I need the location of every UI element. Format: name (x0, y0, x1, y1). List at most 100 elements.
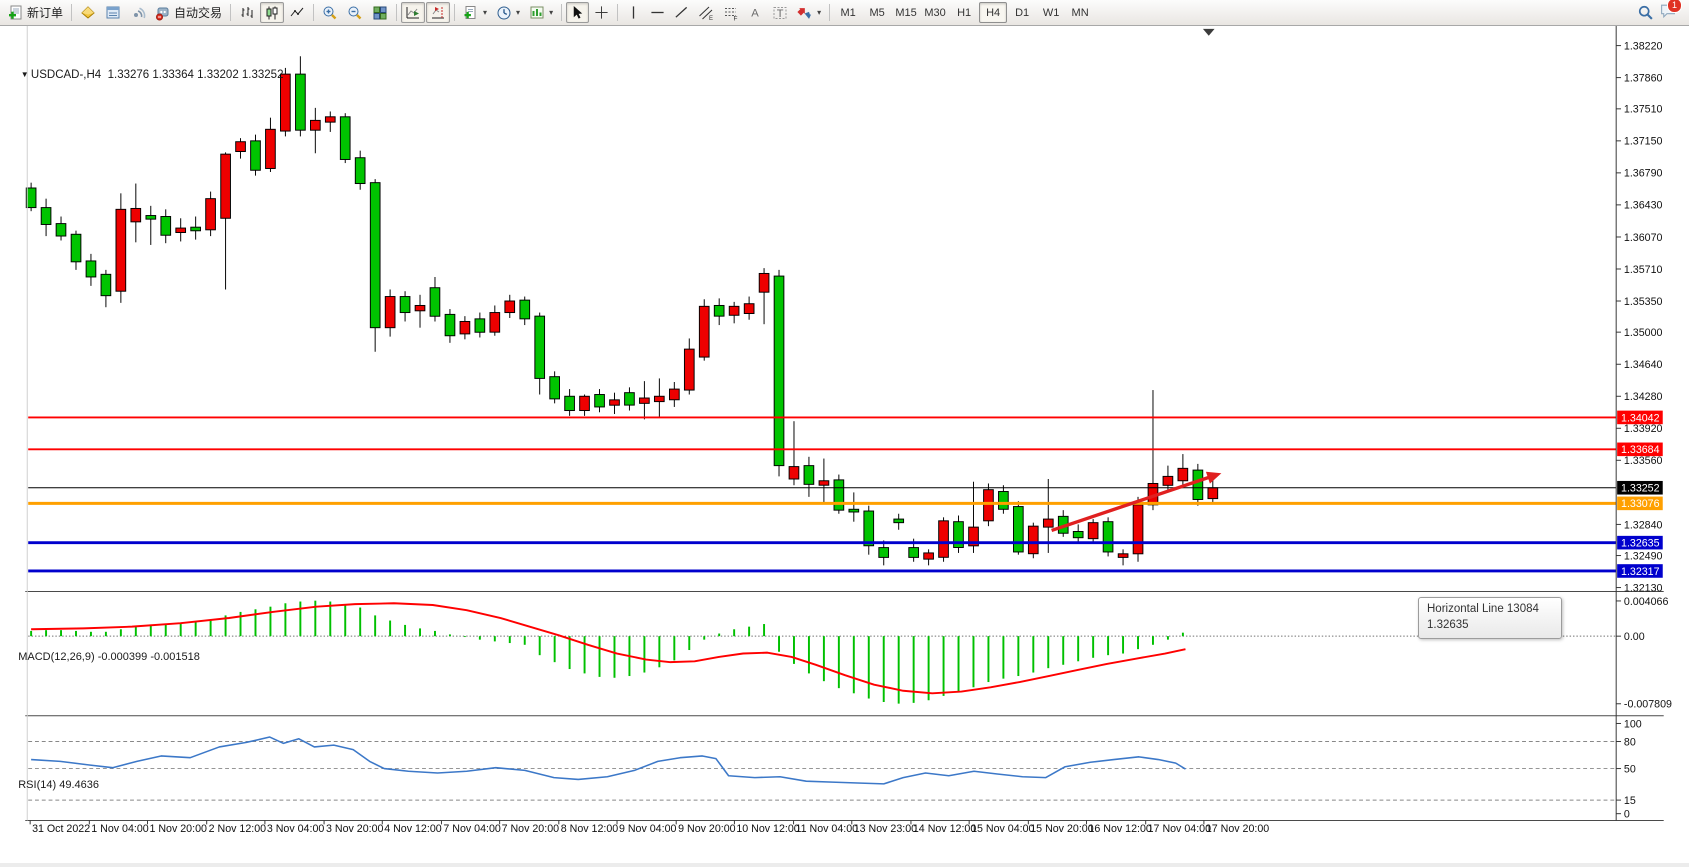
candle-body (145, 215, 157, 220)
candle-body (504, 300, 516, 314)
crosshair-tool-button[interactable] (590, 2, 613, 23)
candle-body (220, 153, 231, 219)
candle-body (983, 489, 994, 522)
candle-body (848, 508, 860, 513)
autotrading-label: 自动交易 (174, 6, 223, 20)
time-tick-label: 15 Nov 04:00 (971, 823, 1034, 835)
cursor-tool-button[interactable] (566, 2, 590, 23)
vertical-line-tool-button[interactable] (622, 2, 645, 23)
candle-body (280, 73, 291, 132)
trend-arrow-line[interactable] (1051, 474, 1213, 533)
candle-body (968, 526, 979, 547)
candle-body (1192, 469, 1204, 500)
candle-body (40, 207, 52, 225)
text-label-tool-button[interactable]: T (768, 2, 792, 23)
candle-body (1132, 504, 1144, 555)
fibonacci-tool-button[interactable]: F (719, 2, 743, 23)
candle-body (1177, 467, 1189, 482)
candle-body (669, 388, 680, 401)
candle-body (250, 140, 261, 171)
candle-body (893, 518, 905, 524)
tab-timeframe-m30[interactable]: M30 (924, 6, 946, 19)
tooltip-line1: Horizontal Line 13084 (1427, 603, 1539, 615)
price-tick-label: 1.37860 (1624, 72, 1663, 84)
period-button[interactable]: ▾ (492, 2, 524, 23)
indicators-icon (530, 6, 544, 18)
tab-timeframe-w1[interactable]: W1 (1042, 6, 1060, 19)
arrows-tool-button[interactable]: ▾ (793, 2, 825, 23)
symbol-period-label: USDCAD-,H4 (30, 69, 102, 81)
candle-body (998, 491, 1009, 510)
candle-body (1012, 506, 1024, 553)
notifications-button[interactable]: 1 (1659, 0, 1682, 24)
candle-body (728, 305, 740, 316)
tile-windows-icon (373, 6, 387, 19)
symbol-expand-icon[interactable]: ▼ (20, 70, 31, 79)
market-watch-button[interactable] (76, 2, 100, 23)
templates-button[interactable]: ▾ (459, 2, 491, 23)
horizontal-line-tool-button[interactable] (646, 2, 669, 23)
auto-scroll-button[interactable] (401, 2, 426, 23)
tab-timeframe-h1[interactable]: H1 (957, 6, 972, 19)
trend-arrow-object[interactable] (1051, 471, 1222, 533)
candle-body (324, 116, 336, 123)
search-button[interactable] (1633, 2, 1658, 23)
price-label-text: 1.33076 (1621, 498, 1660, 510)
horizontal-line-icon (651, 11, 664, 14)
new-order-button[interactable]: 新订单 (4, 2, 67, 23)
toolbar-separator (396, 4, 398, 21)
svg-text:F: F (734, 15, 738, 21)
time-tick-label: 14 Nov 12:00 (913, 823, 976, 835)
line-chart-mode-button[interactable] (285, 2, 309, 23)
tab-timeframe-d1[interactable]: D1 (1015, 6, 1030, 19)
indicators-button[interactable]: ▾ (525, 2, 557, 23)
chart-canvas[interactable]: 1.38220 1.37860 1.37510 1.37150 1.36790 1.364… (0, 26, 1689, 867)
time-tick-label: 31 Oct 2022 (32, 823, 90, 835)
channel-tool-button[interactable]: E (694, 2, 718, 23)
time-tick-label: 17 Nov 20:00 (1206, 823, 1269, 835)
candle-body (295, 73, 306, 131)
candle-body (908, 547, 919, 558)
text-tool-button[interactable]: A (744, 2, 767, 23)
candlestick-mode-button[interactable] (260, 2, 285, 23)
tab-timeframe-m15[interactable]: M15 (895, 6, 917, 19)
chart-window[interactable]: 1.38220 1.37860 1.37510 1.37150 1.36790 1.364… (0, 26, 1689, 867)
tab-timeframe-m5[interactable]: M5 (869, 6, 885, 19)
tooltip-line2: 1.32635 (1427, 619, 1469, 631)
tab-timeframe-h4[interactable]: H4 (979, 2, 1008, 23)
autotrading-button[interactable]: 自动交易 (151, 2, 226, 23)
macd-pane: 0.004066 0.00 -0.007809 (28, 596, 1672, 711)
candle-body (1087, 522, 1099, 540)
signals-button[interactable] (126, 2, 150, 23)
candle-body (444, 313, 456, 337)
price-label-text: 1.34042 (1621, 412, 1660, 424)
candle-body (534, 315, 546, 379)
candle-body (235, 141, 246, 153)
zoom-out-icon (348, 6, 362, 19)
candle-body (429, 287, 441, 317)
price-tick-label: 1.38220 (1624, 40, 1663, 52)
time-tick-label: 9 Nov 04:00 (619, 823, 677, 835)
tab-timeframe-m1[interactable]: M1 (840, 6, 856, 19)
macd-axis-label: 0.00 (1624, 631, 1645, 643)
chart-shift-marker[interactable] (1202, 28, 1215, 36)
chart-shift-button[interactable] (426, 2, 451, 23)
text-icon: A (751, 8, 759, 20)
price-label-text: 1.33252 (1621, 483, 1660, 495)
candle-body (339, 116, 351, 160)
rsi-axis-label: 80 (1624, 736, 1636, 748)
bar-chart-mode-button[interactable] (235, 2, 259, 23)
svg-text:A: A (751, 8, 759, 20)
candle-body (190, 226, 201, 232)
zoom-in-button[interactable] (318, 2, 342, 23)
zoom-out-button[interactable] (343, 2, 367, 23)
rsi-axis-label: 50 (1624, 763, 1636, 775)
candle-body (818, 480, 830, 486)
candle-body (100, 273, 112, 297)
new-order-label: 新订单 (27, 6, 64, 20)
tile-windows-button[interactable] (368, 2, 392, 23)
time-tick-label: 16 Nov 12:00 (1088, 823, 1151, 835)
tab-timeframe-mn[interactable]: MN (1071, 6, 1089, 19)
data-window-button[interactable] (101, 2, 125, 23)
trendline-tool-button[interactable] (670, 2, 693, 23)
